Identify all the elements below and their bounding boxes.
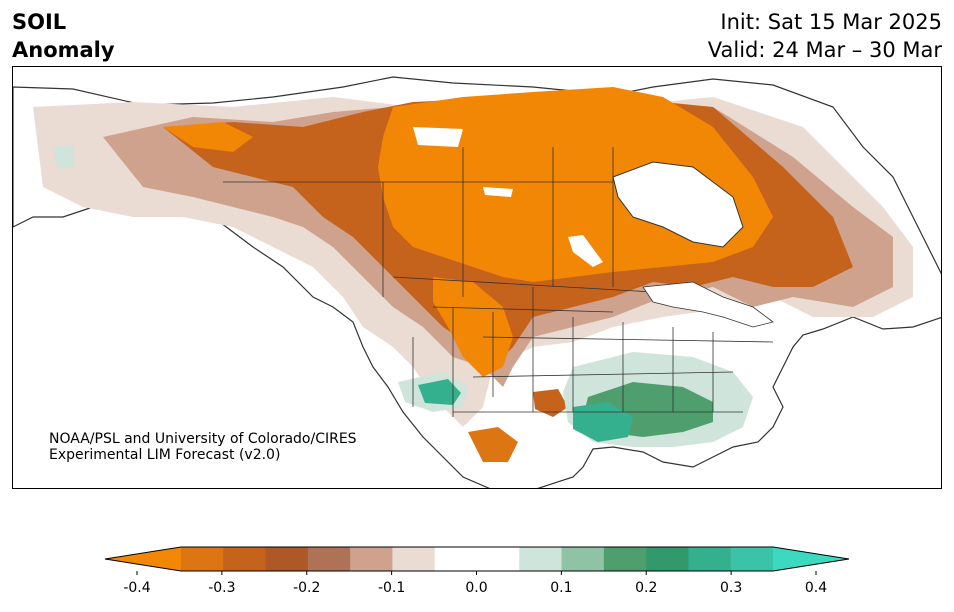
colorbar-tick-label: -0.2 bbox=[293, 580, 320, 596]
colorbar-right-arrow bbox=[773, 547, 849, 571]
wet-faint-alaska bbox=[53, 145, 75, 169]
colorbar-tick-label: 0.1 bbox=[550, 580, 572, 596]
blank-area-1 bbox=[413, 127, 463, 147]
dry-strong-west bbox=[163, 122, 253, 152]
init-date: Init: Sat 15 Mar 2025 bbox=[720, 10, 942, 34]
colorbar-tick-label: -0.1 bbox=[378, 580, 405, 596]
colorbar-tick-label: 0.4 bbox=[805, 580, 827, 596]
map-title: SOIL Anomaly bbox=[12, 8, 115, 64]
colorbar-segment bbox=[434, 547, 478, 571]
great-lakes bbox=[642, 281, 774, 328]
credit-text: NOAA/PSL and University of Colorado/CIRE… bbox=[49, 431, 357, 463]
wet-strong-southwest bbox=[418, 379, 461, 405]
colorbar-segment bbox=[603, 547, 647, 571]
colorbar-graphic: -0.4 -0.3 -0.2 -0.1 0.0 0.1 0.2 0.3 0.4 bbox=[104, 546, 850, 596]
colorbar-segment bbox=[561, 547, 605, 571]
colorbar-segment bbox=[519, 547, 563, 571]
dry-strong-region bbox=[378, 87, 773, 282]
anomaly-map bbox=[13, 76, 941, 488]
dry-strong-southwest bbox=[533, 389, 568, 417]
colorbar-left-arrow bbox=[105, 547, 181, 571]
hudson-bay bbox=[612, 161, 744, 248]
colorbar-segment bbox=[392, 547, 436, 571]
valid-range: Valid: 24 Mar – 30 Mar bbox=[707, 38, 942, 62]
colorbar-segment bbox=[307, 547, 351, 571]
colorbar-segment bbox=[265, 547, 309, 571]
colorbar-segment bbox=[646, 547, 689, 571]
political-borders bbox=[223, 147, 774, 417]
colorbar-segment bbox=[181, 547, 224, 571]
colorbar-tick-label: -0.3 bbox=[208, 580, 235, 596]
dry-strong-mexico bbox=[468, 427, 518, 462]
forecast-dates: Init: Sat 15 Mar 2025 Valid: 24 Mar – 30… bbox=[708, 8, 942, 64]
credit-line-1: NOAA/PSL and University of Colorado/CIRE… bbox=[49, 431, 357, 447]
colorbar-tick-label: -0.4 bbox=[123, 580, 150, 596]
colorbar-segment bbox=[350, 547, 393, 571]
colorbar-segment bbox=[223, 547, 267, 571]
colorbar-segment bbox=[730, 547, 774, 571]
map-panel bbox=[12, 66, 942, 489]
colorbar-tick-label: 0.0 bbox=[465, 580, 487, 596]
blank-area-2 bbox=[483, 187, 513, 197]
colorbar-outline bbox=[104, 546, 850, 572]
title-line-2: Anomaly bbox=[12, 38, 115, 62]
colorbar-segment bbox=[477, 547, 520, 571]
colorbar: -0.4 -0.3 -0.2 -0.1 0.0 0.1 0.2 0.3 0.4 bbox=[0, 540, 954, 608]
title-line-1: SOIL bbox=[12, 10, 67, 34]
blank-area-3 bbox=[568, 235, 603, 267]
colorbar-tick-label: 0.3 bbox=[720, 580, 742, 596]
credit-line-2: Experimental LIM Forecast (v2.0) bbox=[49, 447, 281, 463]
colorbar-tick-label: 0.2 bbox=[635, 580, 657, 596]
colorbar-segment bbox=[688, 547, 732, 571]
